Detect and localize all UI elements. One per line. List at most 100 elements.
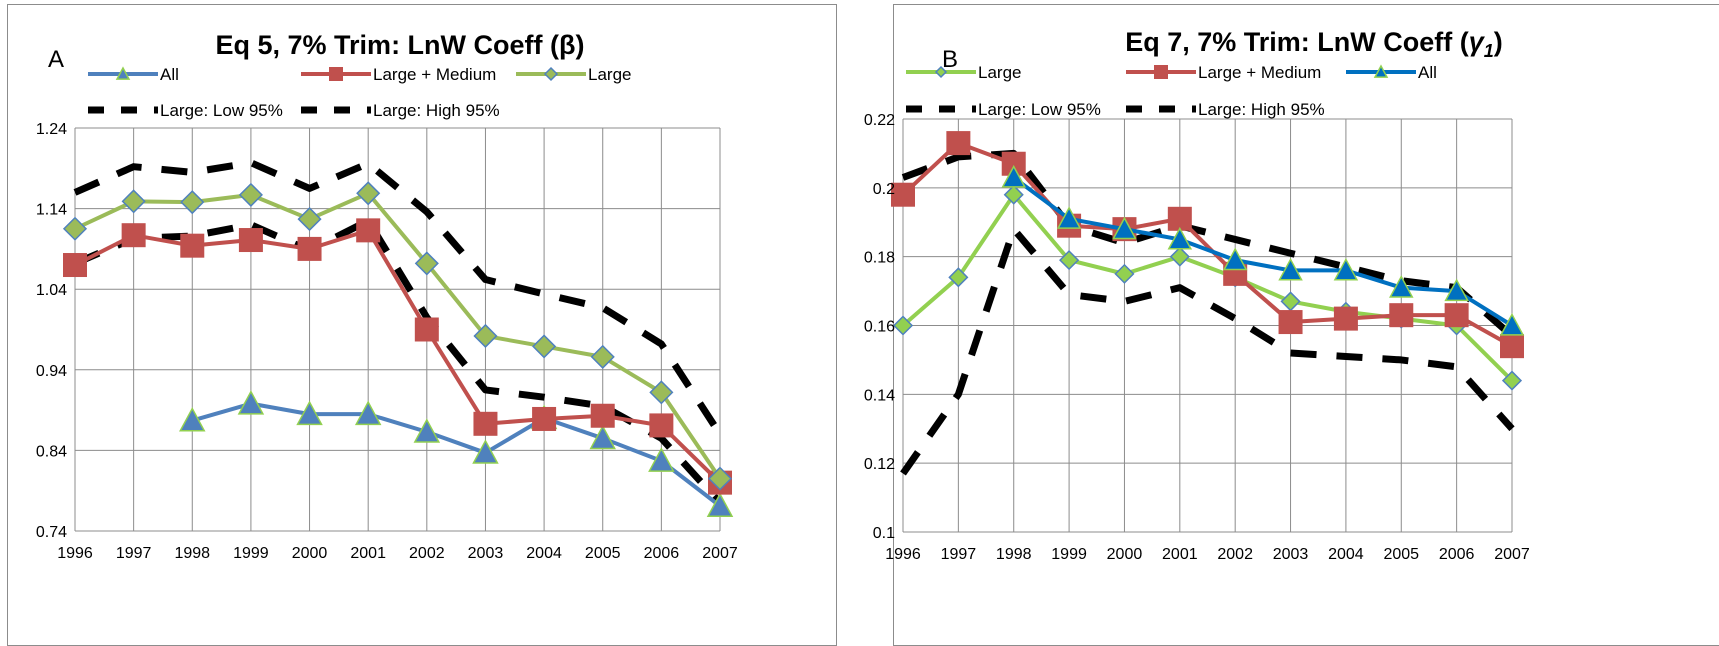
x-ticks-b: 1996 1997 1998 1999 2000 2001 2002 2003 2004 2005… xyxy=(885,546,1530,563)
legend-marker xyxy=(1154,65,1168,79)
series-line xyxy=(73,159,723,437)
data-point xyxy=(297,236,322,261)
data-point xyxy=(1169,246,1190,267)
y-ticks-a: 1.24 1.14 1.04 0.94 0.84 0.74 xyxy=(36,121,67,541)
x-tick-label: 2004 xyxy=(526,545,562,562)
data-point xyxy=(590,403,615,428)
data-point xyxy=(238,182,263,207)
data-point xyxy=(1167,206,1192,231)
y-tick-label: 1.04 xyxy=(36,282,67,299)
y-tick-label: 0.84 xyxy=(36,443,67,460)
data-point xyxy=(1333,306,1358,331)
x-tick-label: 2004 xyxy=(1328,546,1364,563)
data-point xyxy=(1001,164,1026,188)
data-point xyxy=(706,492,734,517)
chart-panel-a: All Large + Medium Large Large: Low 95% Larg… xyxy=(7,4,837,646)
data-point xyxy=(1389,303,1414,328)
grid-b xyxy=(902,118,1513,533)
series-large xyxy=(62,181,733,491)
series-all xyxy=(1001,164,1525,336)
legend-item: Large: Low 95% xyxy=(906,100,1101,119)
legend-item: All xyxy=(88,65,179,84)
data-point xyxy=(649,380,674,405)
data-point xyxy=(589,424,616,450)
data-point xyxy=(1167,226,1193,250)
data-point xyxy=(1333,257,1359,281)
y-tick-label: 0.16 xyxy=(864,319,895,336)
x-tick-label: 1997 xyxy=(116,545,152,562)
y-tick-label: 1.14 xyxy=(36,202,67,219)
data-point xyxy=(649,413,674,438)
y-tick-label: 0.94 xyxy=(36,363,67,380)
y-tick-label: 0.1 xyxy=(873,525,895,542)
y-tick-label: 0.74 xyxy=(36,524,67,541)
legend-item: Large: High 95% xyxy=(301,101,500,120)
data-point xyxy=(1444,303,1469,328)
data-point xyxy=(238,228,263,253)
data-point xyxy=(1280,291,1301,312)
data-point xyxy=(62,216,88,241)
legend-item: Large xyxy=(906,63,1021,82)
chart-panel-b: Large Large + Medium All Large: Low 95% Larg… xyxy=(864,4,1719,646)
x-tick-label: 2003 xyxy=(1273,546,1309,563)
legend-item: All xyxy=(1346,63,1437,82)
data-point xyxy=(472,439,499,464)
y-tick-label: 0.18 xyxy=(864,250,895,267)
series-line xyxy=(73,217,723,506)
legend-marker xyxy=(115,66,131,80)
x-tick-label: 2005 xyxy=(585,545,621,562)
chart-title-b-close: ) xyxy=(1494,27,1503,57)
data-point xyxy=(948,267,969,288)
x-tick-label: 2002 xyxy=(1217,546,1253,563)
data-point xyxy=(946,131,971,156)
x-tick-label: 2000 xyxy=(292,545,328,562)
data-point xyxy=(1500,334,1524,359)
data-point xyxy=(121,189,146,214)
data-point xyxy=(1059,250,1080,271)
chart-title-a: Eq 5, 7% Trim: LnW Coeff (β) xyxy=(216,30,585,60)
data-point xyxy=(590,344,615,369)
y-tick-label: 0.14 xyxy=(864,387,895,404)
x-tick-label: 1997 xyxy=(941,546,977,563)
legend-label: Large + Medium xyxy=(373,65,496,84)
chart-a-svg: All Large + Medium Large Large: Low 95% Larg… xyxy=(36,30,738,562)
data-point xyxy=(180,190,205,215)
y-tick-label: 0.2 xyxy=(873,181,895,198)
legend-marker xyxy=(543,66,559,82)
chart-title-b-symbol: γ xyxy=(1469,27,1486,57)
chart-title-b-subscript: 1 xyxy=(1484,41,1494,61)
data-point xyxy=(1278,257,1303,281)
data-point xyxy=(296,400,323,426)
series-large-low-95- xyxy=(900,225,1515,476)
x-tick-label: 2007 xyxy=(1494,546,1530,563)
x-tick-label: 2001 xyxy=(350,545,386,562)
data-point xyxy=(1222,247,1248,271)
data-point xyxy=(63,253,87,278)
legend-marker xyxy=(1373,64,1389,78)
series-large-high-95- xyxy=(73,159,723,437)
series-line xyxy=(900,225,1515,476)
data-point xyxy=(356,181,381,206)
legend-a: All Large + Medium Large Large: Low 95% Larg… xyxy=(88,65,631,120)
x-tick-label: 1998 xyxy=(996,546,1032,563)
y-tick-label: 0.12 xyxy=(864,456,895,473)
x-tick-label: 2007 xyxy=(702,545,738,562)
data-point xyxy=(473,323,498,349)
legend-label: Large: High 95% xyxy=(1198,100,1325,119)
legend-label: Large: Low 95% xyxy=(978,100,1101,119)
series-all xyxy=(179,390,734,517)
legend-item: Large + Medium xyxy=(301,65,496,84)
data-point xyxy=(1499,312,1525,336)
data-point xyxy=(121,223,146,248)
data-point xyxy=(179,407,206,432)
chart-title-b: Eq 7, 7% Trim: LnW Coeff (γ1) xyxy=(1125,27,1503,61)
x-tick-label: 2005 xyxy=(1383,546,1419,563)
data-point xyxy=(297,207,322,232)
data-point xyxy=(473,411,498,436)
x-tick-label: 1999 xyxy=(1051,546,1087,563)
x-tick-label: 2000 xyxy=(1107,546,1143,563)
legend-label: Large: High 95% xyxy=(373,101,500,120)
series-layer-b xyxy=(891,131,1525,476)
series-layer-a xyxy=(62,159,734,517)
chart-title-b-main: Eq 7, 7% Trim: LnW Coeff ( xyxy=(1125,27,1469,57)
